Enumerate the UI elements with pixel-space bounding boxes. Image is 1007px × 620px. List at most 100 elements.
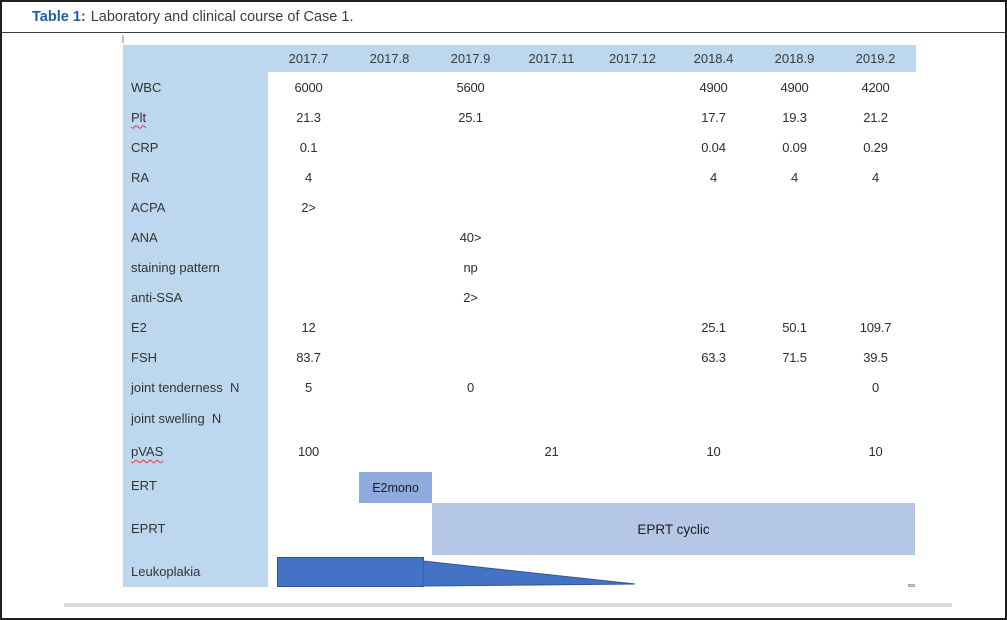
- row-label: pVAS: [131, 444, 164, 459]
- column-header: 2017.12: [609, 51, 656, 66]
- value-cell: 2>: [301, 199, 316, 215]
- value-cell: 12: [301, 319, 316, 335]
- value-cell: [349, 222, 430, 252]
- row-label: Plt: [131, 109, 147, 125]
- table-row: FSH 83.7 63.3 71.5 39.5: [123, 342, 916, 372]
- table-row: pVAS 100 21 10 10: [123, 435, 916, 468]
- table-caption-number: Table 1:: [32, 9, 86, 25]
- value-cell: 109.7: [859, 319, 892, 335]
- value-cell: [754, 192, 835, 222]
- value-cell: 10: [706, 444, 721, 459]
- value-cell: [835, 555, 916, 587]
- lab-table-header: 2017.7 2017.8 2017.9 2017.11 2017.12 2018.4 20…: [123, 45, 916, 72]
- table-row: E2 12 25.1 50.1 109.7: [123, 312, 916, 342]
- row-label: joint tenderness N: [131, 379, 240, 395]
- value-cell: [673, 468, 754, 502]
- value-cell: [511, 372, 592, 402]
- value-cell: [592, 72, 673, 102]
- table-row: joint swelling N: [123, 402, 916, 435]
- value-cell: [592, 402, 673, 435]
- value-cell: [754, 555, 835, 587]
- value-cell: [592, 342, 673, 372]
- value-cell: [349, 72, 430, 102]
- value-cell: 4900: [780, 79, 809, 95]
- value-cell: 50.1: [782, 319, 807, 335]
- value-cell: [754, 252, 835, 282]
- value-cell: [592, 372, 673, 402]
- value-cell: 0.1: [299, 139, 318, 155]
- value-cell: [835, 222, 916, 252]
- value-cell: [673, 222, 754, 252]
- value-cell: [511, 282, 592, 312]
- table-row: RA 4 4 4 4: [123, 162, 916, 192]
- value-cell: [268, 252, 349, 282]
- eprt-cyclic-shape: EPRT cyclic: [432, 503, 915, 555]
- table-row: ANA 40>: [123, 222, 916, 252]
- value-cell: [592, 282, 673, 312]
- value-cell: 6000: [294, 79, 323, 95]
- value-cell: 71.5: [782, 349, 807, 365]
- value-cell: [430, 402, 511, 435]
- row-label: Leukoplakia: [131, 563, 201, 579]
- value-cell: [268, 282, 349, 312]
- value-cell: [511, 402, 592, 435]
- value-cell: [349, 252, 430, 282]
- value-cell: 100: [297, 444, 320, 459]
- value-cell: 21.2: [863, 109, 888, 125]
- value-cell: [349, 402, 430, 435]
- value-cell: [592, 312, 673, 342]
- value-cell: 40>: [459, 229, 482, 245]
- value-cell: [430, 132, 511, 162]
- value-cell: 0.29: [863, 139, 888, 155]
- value-cell: 0: [466, 379, 475, 395]
- leukoplakia-wedge-shape: [423, 560, 636, 587]
- value-cell: [349, 502, 430, 555]
- value-cell: [835, 282, 916, 312]
- value-cell: [349, 162, 430, 192]
- value-cell: [592, 468, 673, 502]
- value-cell: [430, 192, 511, 222]
- value-cell: [511, 468, 592, 502]
- table-row: joint tenderness N 5 0 0: [123, 372, 916, 402]
- value-cell: [511, 132, 592, 162]
- value-cell: [268, 222, 349, 252]
- value-cell: [835, 192, 916, 222]
- value-cell: [349, 102, 430, 132]
- row-label-band: [123, 72, 268, 587]
- value-cell: [754, 435, 835, 468]
- table-row: ERT: [123, 468, 916, 502]
- ert-e2mono-label: E2mono: [372, 480, 419, 495]
- value-cell: [430, 435, 511, 468]
- value-cell: [430, 162, 511, 192]
- row-label: RA: [131, 169, 150, 185]
- row-label: ACPA: [131, 199, 166, 215]
- column-header: 2017.8: [369, 51, 410, 66]
- row-label: E2: [131, 319, 147, 335]
- row-label: EPRT: [131, 521, 166, 536]
- value-cell: [592, 102, 673, 132]
- column-header: 2019.2: [855, 51, 896, 66]
- value-cell: [511, 72, 592, 102]
- value-cell: [268, 468, 349, 502]
- leukoplakia-bar-shape: [277, 557, 424, 587]
- table-caption-text: Laboratory and clinical course of Case 1…: [90, 9, 354, 25]
- value-cell: 4200: [861, 79, 890, 95]
- row-label: ERT: [131, 477, 157, 493]
- value-cell: 5600: [456, 79, 485, 95]
- value-cell: [673, 192, 754, 222]
- value-cell: 21.3: [296, 109, 321, 125]
- value-cell: [754, 372, 835, 402]
- screenshot-artifact-dash: [908, 584, 915, 587]
- eprt-cyclic-label: EPRT cyclic: [637, 521, 710, 537]
- table-row: staining pattern np: [123, 252, 916, 282]
- value-cell: [349, 132, 430, 162]
- value-cell: [592, 252, 673, 282]
- header-spacer: [123, 45, 268, 72]
- row-label: ANA: [131, 229, 158, 245]
- value-cell: [592, 222, 673, 252]
- value-cell: [835, 402, 916, 435]
- table-row: Leukoplakia: [123, 555, 916, 587]
- table-row: ACPA 2>: [123, 192, 916, 222]
- value-cell: [268, 402, 349, 435]
- value-cell: 25.1: [458, 109, 483, 125]
